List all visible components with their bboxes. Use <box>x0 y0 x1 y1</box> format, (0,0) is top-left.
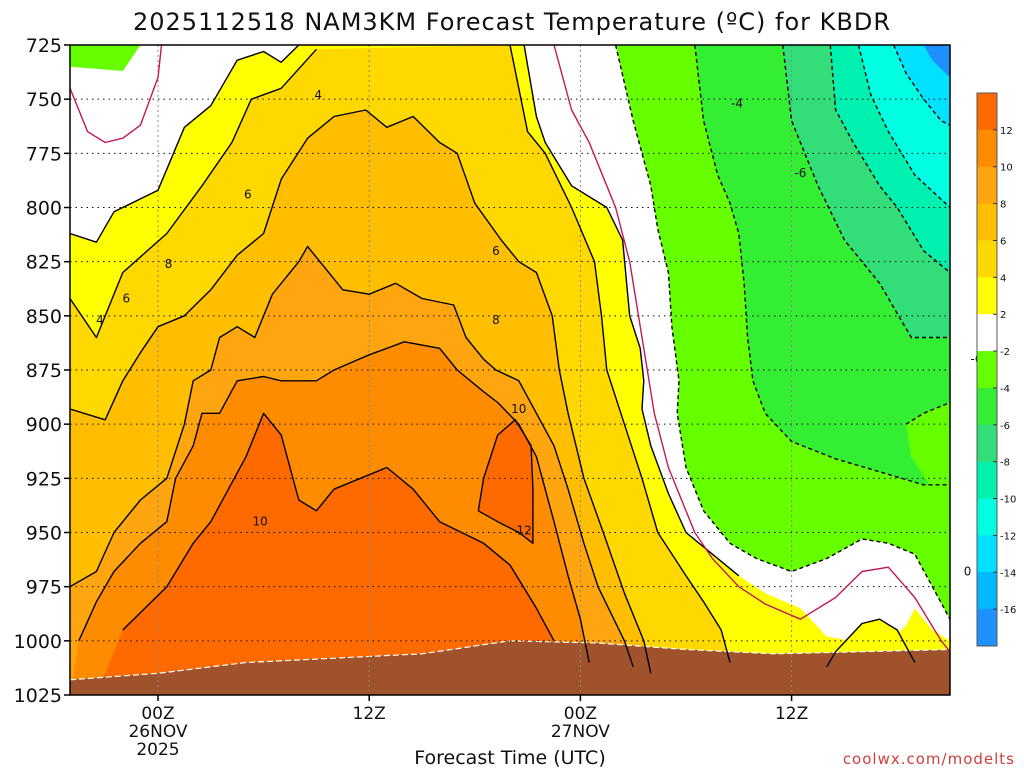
contour-line-3 <box>509 45 731 663</box>
colorbar-label-12: -14 <box>1000 568 1016 579</box>
colorbar-label-3: 6 <box>1000 236 1006 247</box>
y-tick-label-1000: 1000 <box>14 631 62 653</box>
contour-line-4 <box>70 109 652 674</box>
credit-text: coolwx.com/modelts <box>843 750 1015 768</box>
x-tick-label-12-0: 12Z <box>353 704 386 724</box>
colorbar-segment-11 <box>977 498 997 536</box>
contour-label-12: 12 <box>516 523 531 537</box>
contour-line-8 <box>477 419 534 544</box>
contour-label-1: -4 <box>731 97 743 111</box>
contour-label-layer: 4 -4 6 -6 8 6 4 6 8 -6 10 10 12 0 <box>96 88 982 579</box>
x-tick-label-24-0: 00Z <box>564 704 597 724</box>
contour-layer <box>70 45 950 674</box>
y-axis: 725 750 775 800 825 850 875 900 925 950 975 1000 102… <box>14 35 70 707</box>
temperature-band-14 <box>893 45 950 126</box>
contour-line-6 <box>78 341 590 663</box>
y-tick-label-950: 950 <box>26 523 62 545</box>
contour-line-5 <box>70 245 634 668</box>
contour-line-12 <box>614 45 950 620</box>
x-tick-label-0-0: 00Z <box>141 704 174 724</box>
contour-label-6: 4 <box>96 313 104 327</box>
colorbar-label-10: -10 <box>1000 495 1016 506</box>
y-tick-label-1025: 1025 <box>14 685 62 707</box>
contour-label-8: 8 <box>492 313 500 327</box>
contour-label-13: 0 <box>964 565 972 579</box>
contour-line-15 <box>829 45 950 274</box>
colorbar-label-1: 10 <box>1000 163 1013 174</box>
colorbar: 12 10 8 6 4 2 -2 -4 -6 -8 -10 -12 -14 -16 <box>976 92 1016 647</box>
contour-line-16 <box>857 45 950 209</box>
y-tick-label-800: 800 <box>26 198 62 220</box>
colorbar-frame <box>976 92 998 647</box>
colorbar-segment-1 <box>977 129 997 168</box>
colorbar-segment-3 <box>977 203 997 241</box>
x-tick-label-0-2: 2025 <box>136 740 179 760</box>
contour-label-5: 6 <box>122 292 130 306</box>
colorbar-segment-10 <box>977 461 997 500</box>
y-tick-label-925: 925 <box>26 468 62 490</box>
contour-label-7: 6 <box>492 244 500 258</box>
colorbar-segment-6 <box>977 314 997 352</box>
colorbar-label-6: -2 <box>1000 347 1010 358</box>
y-tick-label-775: 775 <box>26 143 62 165</box>
x-tick-label-24-1: 27NOV <box>551 722 610 742</box>
colorbar-segment-9 <box>977 424 997 463</box>
colorbar-segment-4 <box>977 240 997 278</box>
contour-label-11: 10 <box>252 515 267 529</box>
contour-label-2: 6 <box>244 188 252 202</box>
temperature-band-15 <box>923 45 950 78</box>
colorbar-label-11: -12 <box>1000 531 1016 542</box>
contour-label-10: 10 <box>511 402 526 416</box>
colorbar-segment-2 <box>977 166 997 205</box>
contour-line-17 <box>893 45 950 126</box>
colorbar-label-13: -16 <box>1000 605 1016 616</box>
temperature-band-8 <box>478 419 533 544</box>
y-tick-label-825: 825 <box>26 252 62 274</box>
colorbar-label-2: 8 <box>1000 200 1006 211</box>
colorbar-segment-0 <box>977 93 997 131</box>
contour-line-0 <box>70 45 300 243</box>
temperature-band-7 <box>96 413 563 695</box>
y-tick-label-875: 875 <box>26 360 62 382</box>
y-tick-label-850: 850 <box>26 306 62 328</box>
contour-line-1 <box>523 45 740 577</box>
temperature-band-16 <box>906 402 950 522</box>
x-tick-label-36-0: 12Z <box>775 704 808 724</box>
colorbar-label-0: 12 <box>1000 126 1013 137</box>
contour-line-11 <box>553 45 950 653</box>
colorbar-label-9: -8 <box>1000 458 1010 469</box>
colorbar-segment-7 <box>977 351 997 389</box>
contour-line-9 <box>826 618 916 668</box>
contour-label-4: 8 <box>165 257 173 271</box>
y-tick-label-975: 975 <box>26 577 62 599</box>
y-tick-label-900: 900 <box>26 414 62 436</box>
colorbar-label-7: -4 <box>1000 384 1010 395</box>
contour-line-2 <box>70 48 317 339</box>
terrain-ground <box>70 640 950 695</box>
colorbar-label-4: 4 <box>1000 273 1006 284</box>
colorbar-segment-14 <box>977 609 997 647</box>
y-tick-label-725: 725 <box>26 35 62 57</box>
contour-label-0: 4 <box>314 88 322 102</box>
colorbar-label-8: -6 <box>1000 421 1010 432</box>
contour-line-7 <box>122 412 555 642</box>
chart-title: 2025112518 NAM3KM Forecast Temperature (… <box>133 8 891 36</box>
y-tick-label-750: 750 <box>26 89 62 111</box>
contour-line-14 <box>782 45 950 339</box>
colorbar-label-5: 2 <box>1000 310 1006 321</box>
colorbar-segment-5 <box>977 277 997 315</box>
contour-label-9: -6 <box>970 352 982 366</box>
temperature-band-1 <box>70 45 141 71</box>
colorbar-segment-8 <box>977 387 997 426</box>
contour-line-10 <box>70 45 163 144</box>
colorbar-segment-13 <box>977 572 997 610</box>
colorbar-segment-12 <box>977 535 997 573</box>
contour-label-3: -6 <box>794 166 806 180</box>
x-tick-label-0-1: 26NOV <box>128 722 187 742</box>
x-axis-title: Forecast Time (UTC) <box>414 747 605 768</box>
